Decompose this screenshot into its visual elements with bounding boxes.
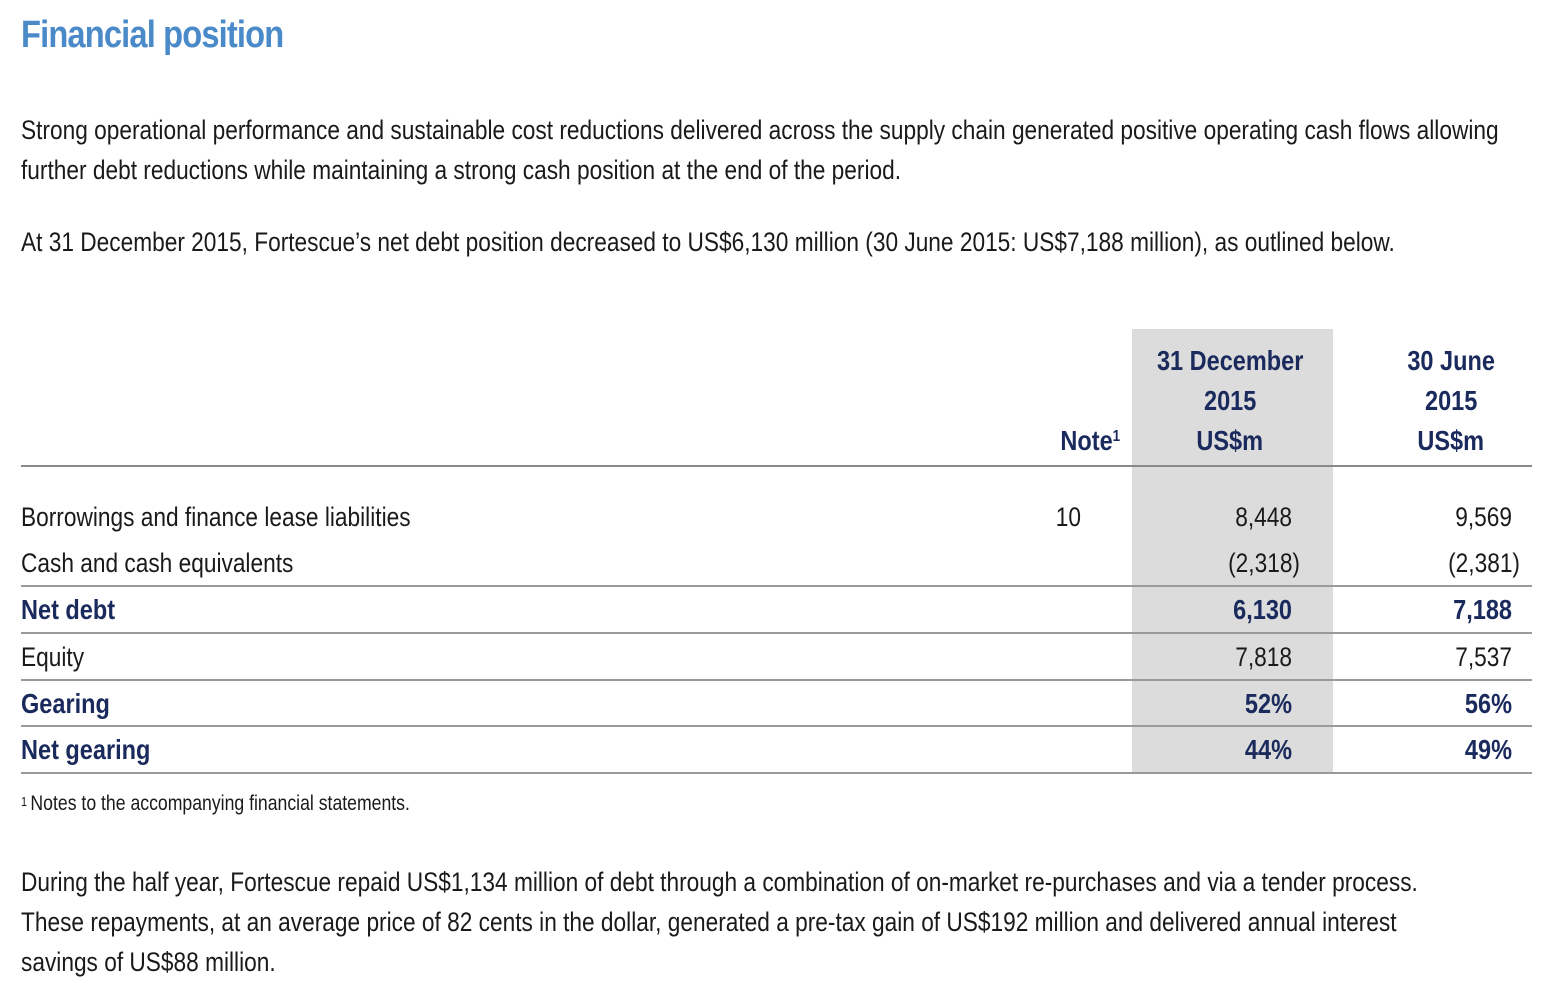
row-divider: [21, 679, 1532, 681]
row-value-dec: 7,818: [1235, 642, 1292, 672]
header-divider: [21, 465, 1532, 467]
closing-line: These repayments, at an average price of…: [21, 907, 1397, 937]
row-value-jun: 7,188: [1453, 594, 1512, 625]
table-row: Cash and cash equivalents (2,318) (2,381…: [21, 540, 1532, 586]
row-value-dec: 8,448: [1235, 502, 1292, 532]
header-note: Note1: [1000, 421, 1120, 461]
net-debt-summary: At 31 December 2015, Fortescue’s net deb…: [21, 227, 1395, 257]
header-jun-line: 2015: [1424, 385, 1478, 416]
row-divider: [21, 585, 1532, 587]
row-value-jun: 9,569: [1455, 502, 1512, 532]
intro-line: further debt reductions while maintainin…: [21, 155, 902, 185]
closing-paragraph: During the half year, Fortescue repaid U…: [21, 862, 1418, 982]
row-value-jun: 56%: [1464, 688, 1512, 719]
row-label: Equity: [21, 642, 85, 672]
row-divider: [21, 632, 1532, 634]
header-dec-line: 31 December: [1156, 345, 1304, 376]
row-value-jun: 49%: [1464, 734, 1512, 765]
row-label: Gearing: [21, 688, 110, 719]
table-bottom-rule: [21, 772, 1532, 774]
row-label: Cash and cash equivalents: [21, 548, 294, 578]
row-divider: [21, 725, 1532, 727]
header-30-june-2015: 30 June 2015 US$m: [1360, 341, 1542, 461]
intro-line: Strong operational performance and susta…: [21, 115, 1499, 145]
intro-paragraph: Strong operational performance and susta…: [21, 110, 1499, 190]
row-value-dec: 52%: [1244, 688, 1292, 719]
row-value-jun: 7,537: [1455, 642, 1512, 672]
footnote: 1 Notes to the accompanying financial sta…: [21, 789, 410, 819]
row-label: Net gearing: [21, 734, 151, 765]
row-label: Borrowings and finance lease liabilities: [21, 502, 411, 532]
header-dec-line: 2015: [1203, 385, 1257, 416]
header-31-december-2015: 31 December 2015 US$m: [1132, 341, 1328, 461]
table-row: Equity 7,818 7,537: [21, 634, 1532, 680]
row-value-dec: (2,318): [1228, 548, 1300, 578]
highlight-column-background: [1132, 329, 1333, 773]
table-row-total: Net gearing 44% 49%: [21, 727, 1532, 773]
row-note: 10: [1055, 502, 1081, 532]
table-row-total: Net debt 6,130 7,188: [21, 587, 1532, 633]
page-title: Financial position: [21, 14, 284, 56]
row-label: Net debt: [21, 594, 116, 625]
row-value-jun: (2,381): [1448, 548, 1520, 578]
row-value-dec: 44%: [1244, 734, 1292, 765]
footnote-marker: 1: [21, 794, 28, 809]
row-value-dec: 6,130: [1233, 594, 1292, 625]
header-jun-line: 30 June: [1407, 345, 1495, 376]
header-note-marker: 1: [1112, 428, 1120, 445]
header-note-label: Note: [1060, 425, 1113, 456]
table-row-total: Gearing 52% 56%: [21, 681, 1532, 727]
closing-line: During the half year, Fortescue repaid U…: [21, 867, 1418, 897]
footnote-text: Notes to the accompanying financial stat…: [30, 792, 410, 815]
header-jun-line: US$m: [1417, 425, 1485, 456]
table-row: Borrowings and finance lease liabilities…: [21, 494, 1532, 540]
header-dec-line: US$m: [1196, 425, 1264, 456]
closing-line: savings of US$88 million.: [21, 947, 276, 977]
